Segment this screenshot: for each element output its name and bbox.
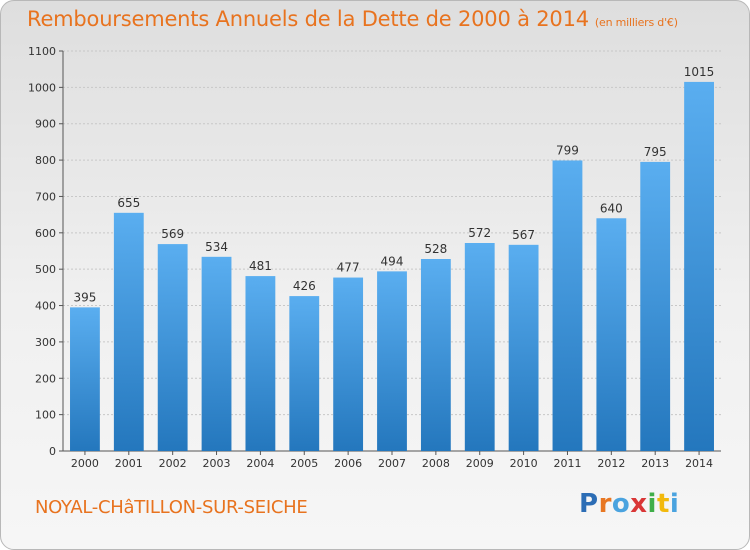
bar-2011 bbox=[552, 160, 583, 452]
x-tick-label: 2009 bbox=[466, 457, 494, 470]
label-layer: 395 655 569 534 481 426 477 494 528 572 567 799 640 7… bbox=[73, 65, 714, 304]
logo-letter: P bbox=[579, 489, 599, 519]
data-label-2007: 494 bbox=[381, 254, 404, 268]
x-tick-label: 2008 bbox=[422, 457, 450, 470]
y-tick-label: 200 bbox=[35, 372, 56, 385]
y-tick-label: 0 bbox=[49, 445, 56, 458]
y-tick-label: 900 bbox=[35, 118, 56, 131]
bar-2009 bbox=[464, 243, 495, 451]
bar-2014 bbox=[684, 81, 714, 451]
chart-title: Remboursements Annuels de la Dette de 20… bbox=[27, 7, 678, 31]
bar-2007 bbox=[377, 271, 407, 451]
data-label-2013: 795 bbox=[644, 145, 667, 159]
data-label-2012: 640 bbox=[600, 201, 623, 215]
data-label-2001: 655 bbox=[117, 196, 140, 210]
data-label-2010: 567 bbox=[512, 228, 535, 242]
proxiti-logo: Proxiti bbox=[579, 489, 679, 519]
y-tick-label: 300 bbox=[35, 336, 56, 349]
x-tick-label: 2004 bbox=[246, 457, 274, 470]
x-tick-label: 2010 bbox=[510, 457, 538, 470]
y-tick-label: 100 bbox=[35, 409, 56, 422]
data-label-2009: 572 bbox=[468, 226, 491, 240]
bar-layer bbox=[70, 81, 714, 452]
data-label-2002: 569 bbox=[161, 227, 184, 241]
logo-letter: x bbox=[630, 489, 648, 519]
data-label-2000: 395 bbox=[73, 290, 96, 304]
bar-2002 bbox=[157, 244, 188, 451]
chart-title-text: Remboursements Annuels de la Dette de 20… bbox=[27, 7, 589, 31]
y-tick-label: 700 bbox=[35, 190, 56, 203]
data-label-2006: 477 bbox=[337, 261, 360, 275]
logo-letter: t bbox=[656, 489, 670, 519]
y-tick-label: 500 bbox=[35, 263, 56, 276]
x-tick-label: 2000 bbox=[71, 457, 99, 470]
x-tick-label: 2006 bbox=[334, 457, 362, 470]
x-tick-label: 2001 bbox=[115, 457, 143, 470]
bar-2013 bbox=[640, 161, 671, 451]
logo-letter: i bbox=[669, 489, 680, 519]
data-label-2005: 426 bbox=[293, 279, 316, 293]
logo-letter: r bbox=[598, 489, 612, 519]
x-tick-label: 2011 bbox=[553, 457, 581, 470]
y-tick-label: 1100 bbox=[28, 45, 56, 58]
x-tick-label: 2007 bbox=[378, 457, 406, 470]
x-tick-label: 2005 bbox=[290, 457, 318, 470]
y-tick-label: 800 bbox=[35, 154, 56, 167]
city-name: NOYAL-CHâTILLON-SUR-SEICHE bbox=[35, 497, 308, 518]
bar-2008 bbox=[420, 259, 451, 451]
bar-2010 bbox=[508, 244, 539, 451]
bar-2001 bbox=[113, 212, 144, 451]
axis-layer: 0 100 200 300 400 500 600 700 800 900 1000 1100 2000… bbox=[28, 45, 721, 470]
data-label-2008: 528 bbox=[424, 242, 447, 256]
bar-2004 bbox=[245, 276, 276, 451]
logo-letter: o bbox=[611, 489, 631, 519]
x-tick-label: 2014 bbox=[685, 457, 713, 470]
x-tick-label: 2003 bbox=[203, 457, 231, 470]
bar-2012 bbox=[596, 218, 627, 451]
y-tick-label: 1000 bbox=[28, 81, 56, 94]
data-label-2003: 534 bbox=[205, 240, 228, 254]
bar-2005 bbox=[289, 296, 320, 451]
bar-2003 bbox=[201, 256, 232, 451]
x-tick-label: 2013 bbox=[641, 457, 669, 470]
bar-2000 bbox=[70, 307, 100, 451]
y-tick-label: 400 bbox=[35, 300, 56, 313]
bar-2006 bbox=[333, 277, 364, 451]
y-tick-label: 600 bbox=[35, 227, 56, 240]
data-label-2014: 1015 bbox=[684, 65, 715, 79]
chart-subtitle: (en milliers d'€) bbox=[594, 16, 678, 29]
data-label-2011: 799 bbox=[556, 143, 579, 157]
data-label-2004: 481 bbox=[249, 259, 272, 273]
logo-letter: i bbox=[647, 489, 657, 519]
x-tick-label: 2002 bbox=[159, 457, 187, 470]
x-tick-label: 2012 bbox=[597, 457, 625, 470]
